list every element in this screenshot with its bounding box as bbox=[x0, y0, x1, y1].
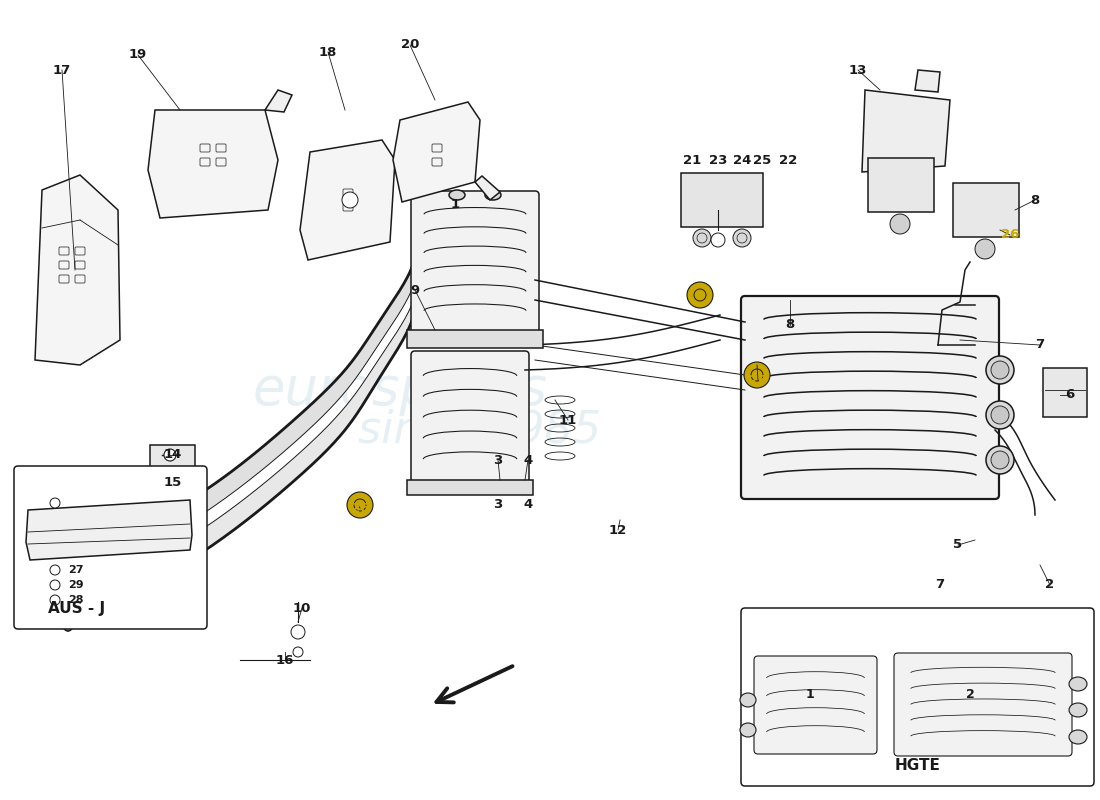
Text: 17: 17 bbox=[53, 63, 72, 77]
Text: 22: 22 bbox=[779, 154, 798, 166]
Circle shape bbox=[346, 492, 373, 518]
Polygon shape bbox=[915, 70, 940, 92]
FancyBboxPatch shape bbox=[741, 608, 1094, 786]
Text: 18: 18 bbox=[319, 46, 338, 58]
Circle shape bbox=[688, 282, 713, 308]
Circle shape bbox=[733, 229, 751, 247]
Text: 24: 24 bbox=[733, 154, 751, 166]
Circle shape bbox=[50, 580, 60, 590]
Text: 2: 2 bbox=[966, 689, 975, 702]
Text: 3: 3 bbox=[494, 454, 503, 466]
Text: 11: 11 bbox=[559, 414, 578, 426]
Text: 15: 15 bbox=[164, 475, 183, 489]
Text: 7: 7 bbox=[935, 578, 945, 591]
Text: 14: 14 bbox=[164, 449, 183, 462]
Ellipse shape bbox=[1069, 730, 1087, 744]
Ellipse shape bbox=[740, 693, 756, 707]
Polygon shape bbox=[26, 500, 192, 560]
Polygon shape bbox=[265, 90, 292, 112]
Polygon shape bbox=[407, 480, 534, 495]
Ellipse shape bbox=[991, 451, 1009, 469]
Polygon shape bbox=[407, 330, 543, 348]
Polygon shape bbox=[300, 140, 395, 260]
Text: since 1985: since 1985 bbox=[359, 409, 602, 451]
Text: 25: 25 bbox=[752, 154, 771, 166]
Circle shape bbox=[50, 595, 60, 605]
Text: 19: 19 bbox=[129, 49, 147, 62]
Text: 8: 8 bbox=[1031, 194, 1040, 206]
Text: 2: 2 bbox=[1045, 578, 1055, 591]
Text: 27: 27 bbox=[68, 565, 84, 575]
Polygon shape bbox=[148, 110, 278, 218]
FancyBboxPatch shape bbox=[953, 183, 1019, 237]
Circle shape bbox=[164, 449, 176, 461]
Circle shape bbox=[890, 214, 910, 234]
FancyBboxPatch shape bbox=[868, 158, 934, 212]
Text: 23: 23 bbox=[708, 154, 727, 166]
Ellipse shape bbox=[986, 401, 1014, 429]
Ellipse shape bbox=[449, 190, 465, 200]
FancyBboxPatch shape bbox=[1043, 368, 1087, 417]
Text: 26: 26 bbox=[351, 502, 370, 514]
FancyBboxPatch shape bbox=[681, 173, 763, 227]
Polygon shape bbox=[35, 175, 120, 365]
FancyBboxPatch shape bbox=[754, 656, 877, 754]
Text: 20: 20 bbox=[400, 38, 419, 51]
Polygon shape bbox=[68, 295, 415, 630]
Text: 4: 4 bbox=[524, 454, 532, 466]
Text: 6: 6 bbox=[1066, 389, 1075, 402]
Ellipse shape bbox=[991, 406, 1009, 424]
Text: 1: 1 bbox=[805, 689, 814, 702]
Circle shape bbox=[693, 229, 711, 247]
Ellipse shape bbox=[986, 356, 1014, 384]
Text: 29: 29 bbox=[68, 580, 84, 590]
Text: 26: 26 bbox=[1001, 229, 1020, 242]
Polygon shape bbox=[150, 445, 195, 505]
FancyBboxPatch shape bbox=[411, 191, 539, 334]
Text: 13: 13 bbox=[849, 63, 867, 77]
Text: 21: 21 bbox=[683, 154, 701, 166]
Text: AUS - J: AUS - J bbox=[48, 601, 106, 616]
Text: eurospares: eurospares bbox=[253, 364, 548, 416]
Polygon shape bbox=[862, 90, 950, 172]
Text: 12: 12 bbox=[609, 523, 627, 537]
FancyBboxPatch shape bbox=[741, 296, 999, 499]
Text: 5: 5 bbox=[954, 538, 962, 551]
Text: 16: 16 bbox=[276, 654, 294, 666]
Ellipse shape bbox=[986, 446, 1014, 474]
Ellipse shape bbox=[991, 361, 1009, 379]
FancyBboxPatch shape bbox=[411, 351, 529, 484]
Polygon shape bbox=[475, 176, 500, 200]
Ellipse shape bbox=[740, 723, 756, 737]
Ellipse shape bbox=[1069, 703, 1087, 717]
Text: HGTE: HGTE bbox=[894, 758, 940, 773]
FancyBboxPatch shape bbox=[894, 653, 1072, 756]
Text: 3: 3 bbox=[494, 498, 503, 511]
Circle shape bbox=[50, 565, 60, 575]
Text: 7: 7 bbox=[1035, 338, 1045, 351]
Circle shape bbox=[342, 192, 358, 208]
Circle shape bbox=[744, 362, 770, 388]
Text: 28: 28 bbox=[68, 595, 84, 605]
Circle shape bbox=[975, 239, 996, 259]
Ellipse shape bbox=[485, 190, 501, 200]
Circle shape bbox=[293, 647, 303, 657]
Text: 8: 8 bbox=[785, 318, 794, 331]
Circle shape bbox=[164, 476, 176, 488]
Ellipse shape bbox=[60, 567, 75, 593]
Text: 4: 4 bbox=[524, 498, 532, 511]
Circle shape bbox=[711, 233, 725, 247]
Text: 26: 26 bbox=[749, 374, 767, 386]
Ellipse shape bbox=[1069, 677, 1087, 691]
Text: 1: 1 bbox=[450, 198, 460, 211]
Text: 10: 10 bbox=[293, 602, 311, 614]
Ellipse shape bbox=[60, 605, 75, 631]
Circle shape bbox=[50, 498, 60, 508]
Polygon shape bbox=[68, 258, 415, 590]
Polygon shape bbox=[393, 102, 480, 202]
Text: 9: 9 bbox=[410, 283, 419, 297]
Circle shape bbox=[292, 625, 305, 639]
FancyBboxPatch shape bbox=[14, 466, 207, 629]
